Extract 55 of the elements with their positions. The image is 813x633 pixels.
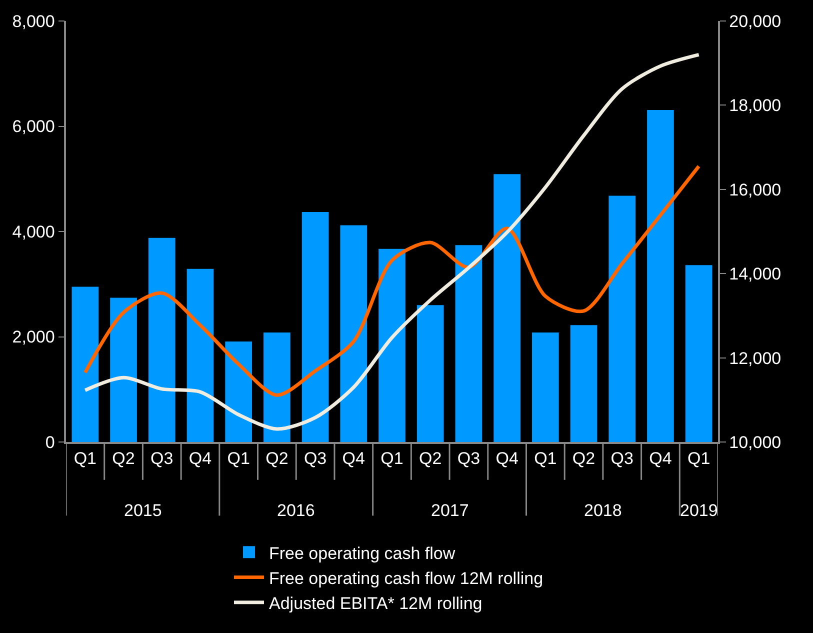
- bar: [186, 268, 214, 442]
- x-tick-label: Q2: [572, 449, 596, 468]
- bar: [532, 332, 559, 442]
- x-tick-label: Q3: [304, 449, 327, 468]
- x-tick-label: Q3: [457, 449, 480, 468]
- bar: [608, 196, 636, 442]
- y-tick-label: 0: [45, 432, 55, 452]
- legend-label: Free operating cash flow: [269, 544, 456, 563]
- x-tick-label: Q1: [687, 449, 710, 468]
- bar: [647, 110, 674, 442]
- x-tick-label: Q4: [649, 449, 672, 468]
- x-tick-label: Q2: [419, 449, 442, 468]
- x-tick-label: Q1: [74, 449, 97, 468]
- line-series: [83, 164, 701, 397]
- y2-tick-label: 14,000: [729, 264, 782, 284]
- x-tick-label: Q2: [112, 449, 135, 468]
- x-tick-label: Q1: [534, 449, 557, 468]
- x-tick-label: Q3: [610, 449, 634, 468]
- y-tick-label: 6,000: [12, 117, 55, 136]
- x-tick-label: Q1: [227, 449, 250, 468]
- y-tick-label: 2,000: [12, 328, 55, 347]
- bar: [494, 174, 520, 442]
- x-tick-label: Q3: [150, 449, 174, 468]
- bar: [378, 248, 406, 442]
- text: 2019: [680, 501, 718, 520]
- bar: [110, 298, 137, 442]
- y-tick-label: 8,000: [12, 12, 55, 31]
- x-tick-label: Q1: [380, 449, 404, 468]
- bar: [302, 212, 329, 442]
- bar: [416, 305, 444, 442]
- legend-label: Free operating cash flow 12M rolling: [269, 568, 544, 588]
- text: 2017: [431, 501, 469, 520]
- bar: [340, 225, 368, 442]
- text: 2016: [277, 501, 315, 520]
- y-tick-label: 4,000: [12, 222, 55, 242]
- bar: [264, 332, 290, 442]
- y2-tick-label: 20,000: [729, 12, 782, 31]
- y2-tick-label: 12,000: [729, 348, 782, 368]
- line-series: [83, 52, 701, 431]
- bar: [72, 286, 99, 442]
- legend-label: Adjusted EBITA* 12M rolling: [269, 594, 482, 613]
- y2-tick-label: 18,000: [729, 96, 782, 116]
- bar: [225, 341, 252, 442]
- text: 2015: [124, 501, 162, 520]
- y2-tick-label: 10,000: [729, 432, 782, 452]
- x-tick-label: Q4: [188, 449, 212, 468]
- x-tick-label: Q4: [342, 449, 365, 468]
- x-tick-label: Q2: [266, 449, 288, 468]
- y2-tick-label: 16,000: [729, 180, 782, 200]
- text: 2018: [584, 501, 622, 520]
- bar: [455, 245, 482, 442]
- bar: [570, 325, 598, 442]
- x-tick-label: Q4: [496, 449, 518, 468]
- bar: [685, 265, 712, 442]
- bar: [148, 238, 176, 442]
